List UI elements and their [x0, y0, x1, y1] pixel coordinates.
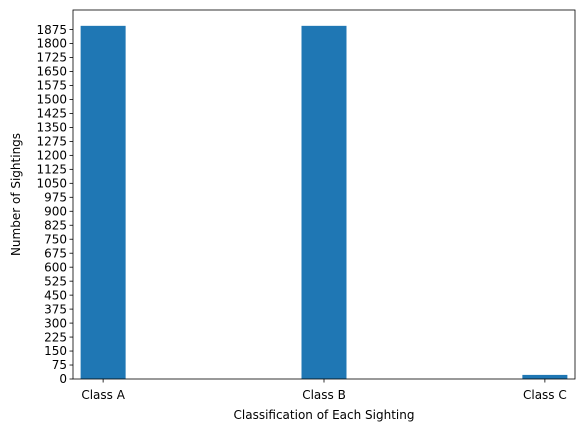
- y-tick-label: 975: [44, 190, 67, 204]
- x-axis-label: Classification of Each Sighting: [234, 408, 415, 422]
- y-tick-label: 1650: [36, 65, 67, 79]
- y-tick-label: 1875: [36, 23, 67, 37]
- y-axis: 0751502253003754505256006757508259009751…: [36, 23, 73, 386]
- y-tick-label: 75: [52, 358, 67, 372]
- y-tick-label: 1500: [36, 93, 67, 107]
- y-tick-label: 0: [59, 372, 67, 386]
- y-tick-label: 450: [44, 288, 67, 302]
- bar-class-c: [522, 374, 568, 379]
- y-tick-label: 525: [44, 274, 67, 288]
- y-tick-label: 825: [44, 218, 67, 232]
- bar-class-a: [80, 25, 126, 379]
- y-tick-label: 150: [44, 344, 67, 358]
- y-tick-label: 1050: [36, 177, 67, 191]
- y-tick-label: 1200: [36, 149, 67, 163]
- y-tick-label: 300: [44, 316, 67, 330]
- y-tick-label: 1800: [36, 37, 67, 51]
- y-tick-label: 900: [44, 204, 67, 218]
- y-tick-label: 750: [44, 232, 67, 246]
- plot-frame: [72, 9, 576, 380]
- y-tick-label: 1125: [36, 163, 67, 177]
- y-tick-label: 600: [44, 260, 67, 274]
- x-axis: Class A Class B Class C: [81, 379, 567, 402]
- y-tick-label: 675: [44, 246, 67, 260]
- x-tick-label: Class A: [81, 388, 125, 402]
- y-tick-label: 1575: [36, 79, 67, 93]
- y-tick-label: 1350: [36, 121, 67, 135]
- y-tick-label: 375: [44, 302, 67, 316]
- x-tick-label: Class B: [302, 388, 346, 402]
- y-tick-label: 1275: [36, 135, 67, 149]
- y-axis-label: Number of Sightings: [9, 133, 23, 256]
- y-tick-label: 1425: [36, 107, 67, 121]
- y-tick-label: 225: [44, 330, 67, 344]
- y-tick-label: 1725: [36, 51, 67, 65]
- bars-group: [80, 25, 568, 379]
- bar-class-b: [301, 25, 347, 379]
- x-tick-label: Class C: [523, 388, 567, 402]
